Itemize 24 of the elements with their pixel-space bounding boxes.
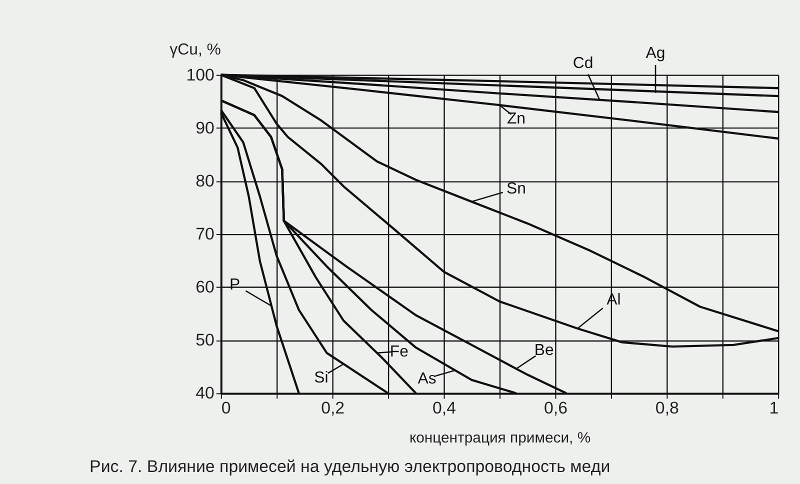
x-tick-label: 0,4 <box>432 398 456 418</box>
y-tick-label: 100 <box>186 65 214 84</box>
annotation: Si <box>314 369 328 386</box>
annotation: Be <box>534 342 554 360</box>
x-tick-label: 0 <box>221 398 231 418</box>
y-axis-title: γCu, % <box>170 41 221 58</box>
annotation: Ag <box>646 45 666 62</box>
x-tick-label: 1 <box>769 398 779 418</box>
x-axis-title: концентрация примеси, % <box>409 430 591 446</box>
y-tick-label: 70 <box>196 224 214 244</box>
text: Рис. 7. Влияние примесей на удельную электропроводность меди <box>90 456 610 476</box>
x-tick-label: 0,6 <box>544 398 568 418</box>
y-tick-label: 60 <box>196 278 214 297</box>
x-tick-label: 0,8 <box>655 398 679 418</box>
y-tick-label: 40 <box>196 384 214 403</box>
y-tick-label: 50 <box>196 330 214 350</box>
y-tick-label: 90 <box>196 118 214 138</box>
annotation: Sn <box>506 180 526 198</box>
y-tick-label: 80 <box>196 171 214 190</box>
annotation: Cd <box>572 55 594 72</box>
x-tick-label: 0,2 <box>321 398 345 418</box>
annotation: Zn <box>506 110 526 128</box>
annotation: Fe <box>390 343 409 360</box>
annotation: As <box>418 370 436 388</box>
